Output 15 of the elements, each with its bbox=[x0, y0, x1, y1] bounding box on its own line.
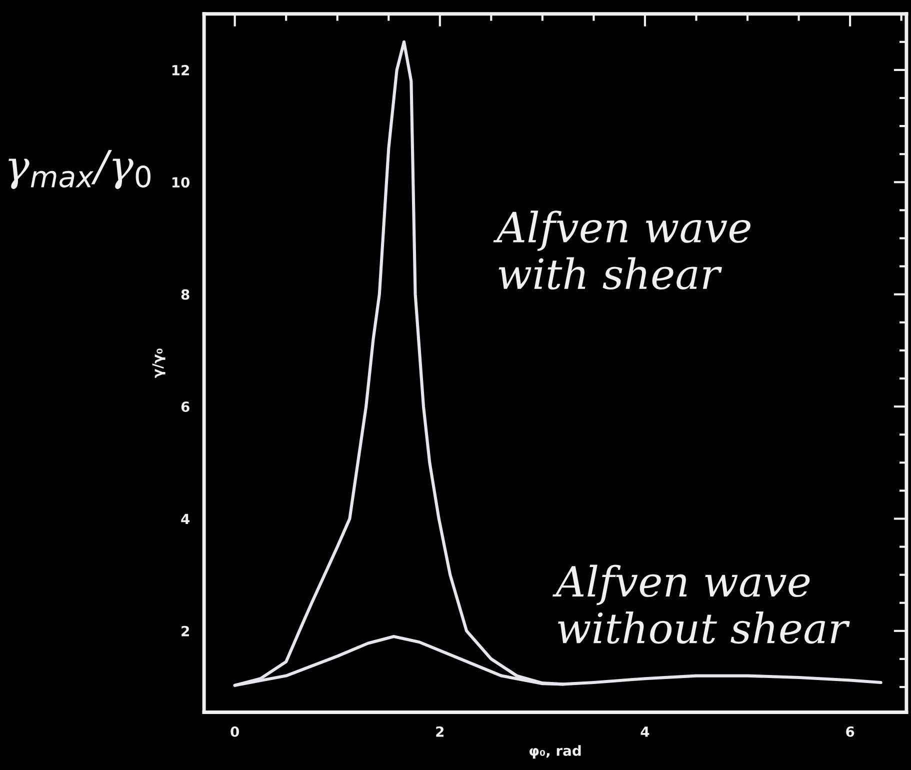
y-axis-title: γ/γ₀ bbox=[152, 348, 166, 378]
y-tick-label: 10 bbox=[172, 177, 190, 188]
y-tick-label: 8 bbox=[181, 289, 190, 300]
x-axis-title: φ₀, rad bbox=[530, 745, 581, 759]
annotation: Alfven wave without shear bbox=[552, 564, 850, 644]
x-tick-label: 2 bbox=[436, 726, 444, 737]
y-tick-label: 4 bbox=[181, 514, 190, 524]
text: γ$_{max}$/γ$_{0}$ bbox=[8, 150, 150, 190]
y-tick-label: 12 bbox=[172, 64, 189, 76]
annotation: Alfven wave with shear bbox=[493, 210, 750, 290]
x-tick-label: 6 bbox=[846, 726, 854, 737]
y-tick-label: 6 bbox=[181, 402, 190, 412]
y-tick-label: 2 bbox=[182, 626, 189, 636]
x-tick-label: 0 bbox=[230, 726, 239, 737]
x-tick-label: 4 bbox=[640, 726, 650, 737]
